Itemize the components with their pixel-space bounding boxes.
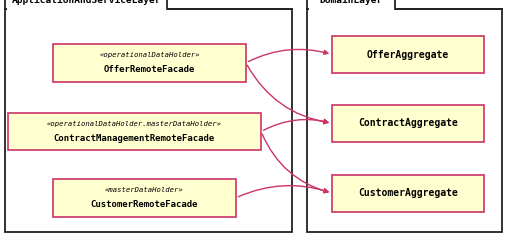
FancyBboxPatch shape <box>7 8 167 10</box>
FancyBboxPatch shape <box>8 113 261 150</box>
Text: ApplicationAndServiceLayer: ApplicationAndServiceLayer <box>12 0 161 5</box>
Text: CustomerAggregate: CustomerAggregate <box>358 188 458 198</box>
FancyBboxPatch shape <box>307 0 395 9</box>
FancyBboxPatch shape <box>5 0 167 9</box>
FancyBboxPatch shape <box>5 9 292 232</box>
Text: ContractManagementRemoteFacade: ContractManagementRemoteFacade <box>54 134 215 143</box>
Text: «masterDataHolder»: «masterDataHolder» <box>105 187 184 193</box>
FancyBboxPatch shape <box>309 8 395 10</box>
Text: «operationalDataHolder.masterDataHolder»: «operationalDataHolder.masterDataHolder» <box>47 121 222 127</box>
FancyBboxPatch shape <box>307 9 502 232</box>
Text: OfferAggregate: OfferAggregate <box>367 50 449 59</box>
FancyBboxPatch shape <box>332 105 484 142</box>
Text: CustomerRemoteFacade: CustomerRemoteFacade <box>91 200 198 209</box>
FancyBboxPatch shape <box>332 36 484 73</box>
Text: ContractAggregate: ContractAggregate <box>358 118 458 128</box>
FancyBboxPatch shape <box>53 179 236 217</box>
FancyBboxPatch shape <box>53 44 246 82</box>
Text: OfferRemoteFacade: OfferRemoteFacade <box>104 65 195 74</box>
Text: «operationalDataHolder»: «operationalDataHolder» <box>99 52 200 58</box>
FancyBboxPatch shape <box>332 175 484 212</box>
Text: DomainLayer: DomainLayer <box>319 0 383 5</box>
